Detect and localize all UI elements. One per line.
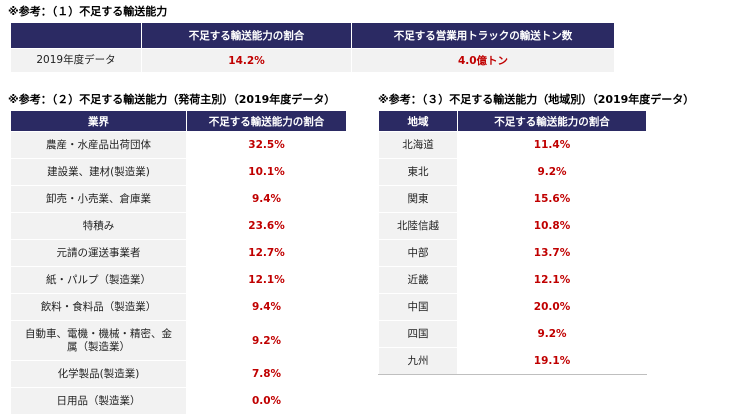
shipper-section-title: ※参考：（２）不足する輸送能力（発荷主別）（2019年度データ）	[8, 93, 336, 106]
capacity-shortage-table: 不足する輸送能力の割合 不足する営業用トラックの輸送トン数 2019年度データ …	[10, 22, 615, 73]
ratio-value: 9.2%	[186, 320, 347, 361]
region-label: 北海道	[378, 131, 458, 159]
region-table: 地域 不足する輸送能力の割合 北海道 11.4% 東北 9.2% 関東 15.6% 北…	[378, 110, 647, 375]
header-shortage-ratio: 不足する輸送能力の割合	[141, 22, 352, 49]
table-row: 関東 15.6%	[378, 185, 647, 213]
table-row: 中部 13.7%	[378, 239, 647, 267]
region-label: 北陸信越	[378, 212, 458, 240]
header-region: 地域	[378, 110, 458, 132]
industry-label: 農産・水産品出荷団体	[10, 131, 187, 159]
region-section-title: ※参考：（３）不足する輸送能力（地域別）（2019年度データ）	[378, 93, 695, 106]
ratio-value: 11.4%	[457, 131, 647, 159]
ratio-value: 15.6%	[457, 185, 647, 213]
header-industry: 業界	[10, 110, 187, 132]
region-label: 中部	[378, 239, 458, 267]
ratio-value: 12.1%	[186, 266, 347, 294]
table-row: 九州 19.1%	[378, 347, 647, 375]
row-label-fy2019: 2019年度データ	[10, 48, 142, 73]
industry-label: 建設業、建材(製造業)	[10, 158, 187, 186]
ratio-value: 9.4%	[186, 293, 347, 321]
table-row: 化学製品(製造業) 7.8%	[10, 360, 347, 388]
table-row: 中国 20.0%	[378, 293, 647, 321]
industry-label: 紙・パルプ（製造業）	[10, 266, 187, 294]
table-row: 紙・パルプ（製造業） 12.1%	[10, 266, 347, 294]
ratio-value: 32.5%	[186, 131, 347, 159]
ratio-value: 23.6%	[186, 212, 347, 240]
industry-label: 日用品（製造業）	[10, 387, 187, 415]
region-label: 九州	[378, 347, 458, 375]
table-row: 北海道 11.4%	[378, 131, 647, 159]
ratio-value: 0.0%	[186, 387, 347, 415]
industry-label: 卸売・小売業、倉庫業	[10, 185, 187, 213]
industry-label: 飲料・食料品（製造業）	[10, 293, 187, 321]
table-row: 建設業、建材(製造業) 10.1%	[10, 158, 347, 186]
table-row: 日用品（製造業） 0.0%	[10, 387, 347, 415]
table-row: 特積み 23.6%	[10, 212, 347, 240]
region-label: 中国	[378, 293, 458, 321]
table-row: 飲料・食料品（製造業） 9.4%	[10, 293, 347, 321]
ratio-value: 10.1%	[186, 158, 347, 186]
ratio-value: 12.7%	[186, 239, 347, 267]
table-row: 東北 9.2%	[378, 158, 647, 186]
region-label: 東北	[378, 158, 458, 186]
region-label: 近畿	[378, 266, 458, 294]
ratio-value: 9.2%	[457, 158, 647, 186]
ratio-value: 7.8%	[186, 360, 347, 388]
industry-label: 化学製品(製造業)	[10, 360, 187, 388]
header-ratio: 不足する輸送能力の割合	[457, 110, 647, 132]
industry-label: 特積み	[10, 212, 187, 240]
industry-label: 自動車、電機・機械・精密、金属（製造業）	[10, 320, 187, 361]
table-row: 四国 9.2%	[378, 320, 647, 348]
table-row: 農産・水産品出荷団体 32.5%	[10, 131, 347, 159]
region-label: 関東	[378, 185, 458, 213]
header-blank	[10, 22, 142, 49]
header-shortage-tonnage: 不足する営業用トラックの輸送トン数	[351, 22, 615, 49]
ratio-value: 10.8%	[457, 212, 647, 240]
shipper-table: 業界 不足する輸送能力の割合 農産・水産品出荷団体 32.5% 建設業、建材(製造…	[10, 110, 347, 415]
shortage-ratio-value: 14.2%	[141, 48, 352, 73]
table-row: 自動車、電機・機械・精密、金属（製造業） 9.2%	[10, 320, 347, 361]
region-label: 四国	[378, 320, 458, 348]
ratio-value: 20.0%	[457, 293, 647, 321]
table-row: 近畿 12.1%	[378, 266, 647, 294]
ratio-value: 12.1%	[457, 266, 647, 294]
shortage-tonnage-value: 4.0億トン	[351, 48, 615, 73]
header-ratio: 不足する輸送能力の割合	[186, 110, 347, 132]
ratio-value: 13.7%	[457, 239, 647, 267]
table-row: 北陸信越 10.8%	[378, 212, 647, 240]
ratio-value: 9.4%	[186, 185, 347, 213]
ratio-value: 19.1%	[457, 347, 647, 375]
ratio-value: 9.2%	[457, 320, 647, 348]
table-row: 卸売・小売業、倉庫業 9.4%	[10, 185, 347, 213]
industry-label: 元請の運送事業者	[10, 239, 187, 267]
top-section-title: ※参考：（１）不足する輸送能力	[8, 5, 168, 18]
table-row: 元請の運送事業者 12.7%	[10, 239, 347, 267]
